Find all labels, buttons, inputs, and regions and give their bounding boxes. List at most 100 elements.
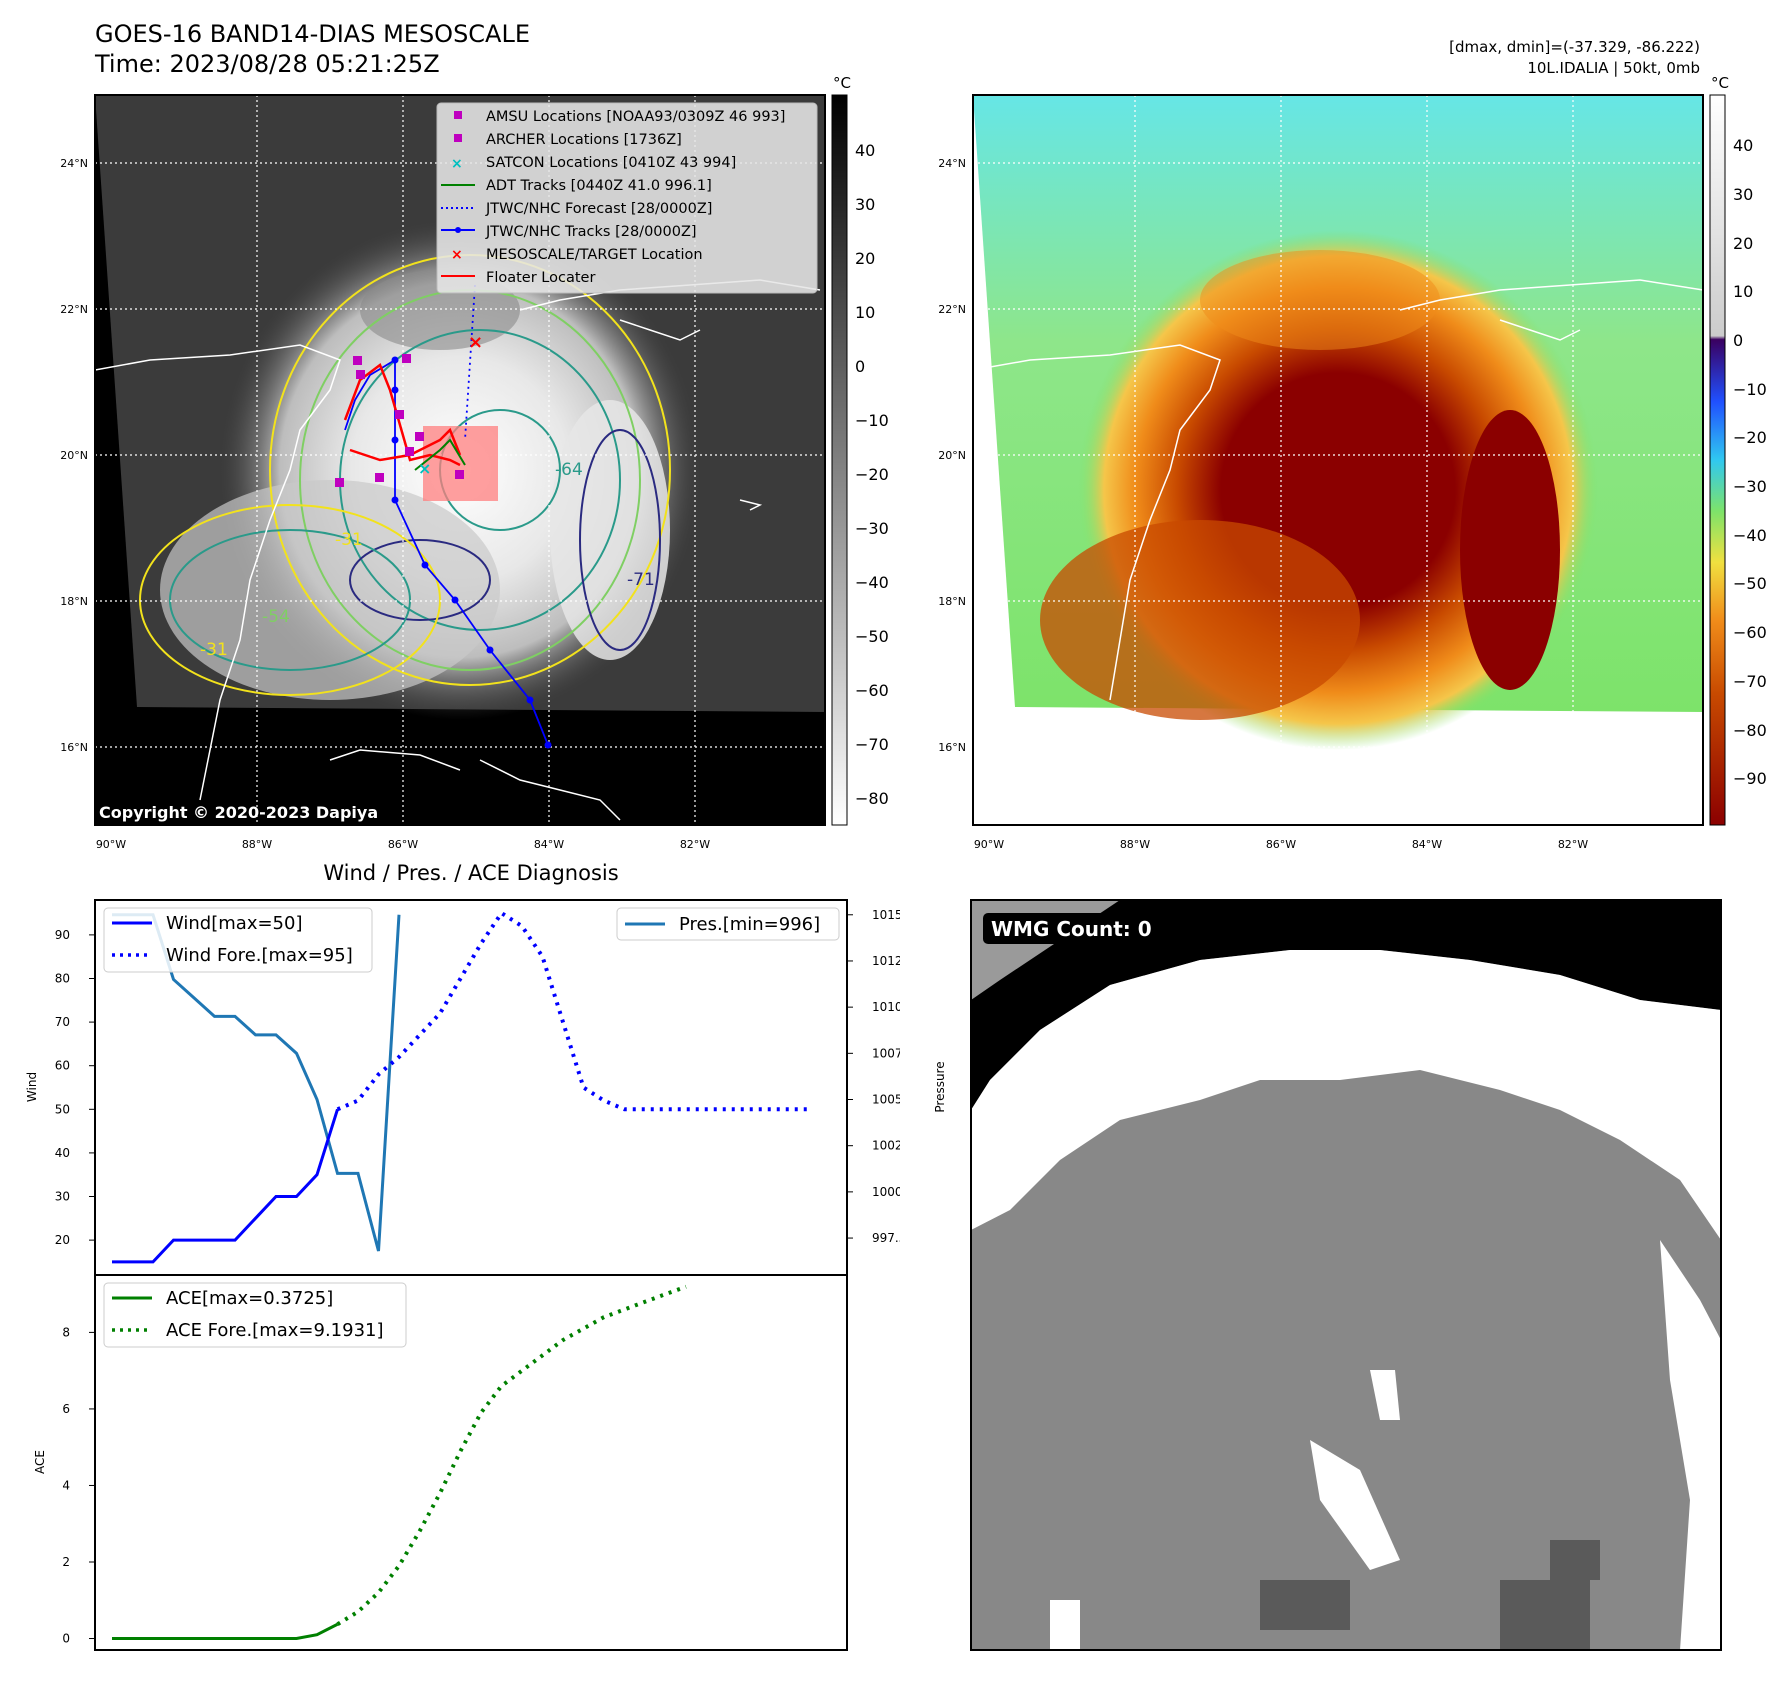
colorbar-tick: −50 bbox=[855, 627, 889, 646]
legend-label: SATCON Locations [0410Z 43 994] bbox=[486, 155, 736, 171]
contour-label: -31 bbox=[200, 640, 228, 660]
legend-label: AMSU Locations [NOAA93/0309Z 46 993] bbox=[486, 109, 785, 125]
ace-tick-label: 6 bbox=[62, 1402, 70, 1416]
ace-axes bbox=[94, 1274, 848, 1651]
colorbar-tick: 30 bbox=[855, 195, 875, 214]
colorbar-tick: 0 bbox=[1733, 331, 1743, 350]
ir-grayscale-map: × × -64 -31 -54 -31 -71 Copyright © 2020… bbox=[60, 74, 889, 851]
colorbar-tick: −70 bbox=[855, 735, 889, 754]
mesoscale-target-box bbox=[423, 426, 498, 501]
colorbar-tick: −50 bbox=[1733, 574, 1767, 593]
wind-fore-line bbox=[336, 910, 809, 1112]
lon-label: 88°W bbox=[1120, 838, 1150, 851]
legend-label: MESOSCALE/TARGET Location bbox=[486, 247, 703, 263]
colorbar-tick: −40 bbox=[855, 573, 889, 592]
legend-label: JTWC/NHC Tracks [28/0000Z] bbox=[485, 224, 697, 240]
target-marker-icon: × bbox=[451, 247, 463, 263]
legend-label: ARCHER Locations [1736Z] bbox=[486, 132, 682, 148]
colorbar-tick: 30 bbox=[1733, 185, 1753, 204]
colorbar-tick: −60 bbox=[855, 681, 889, 700]
lon-label: 84°W bbox=[1412, 838, 1442, 851]
lat-label: 18°N bbox=[60, 595, 88, 608]
wmg-count-label: WMG Count: 0 bbox=[991, 917, 1152, 941]
colorbar-tick: −90 bbox=[1733, 769, 1767, 788]
wmg-ylabel: Pressure bbox=[933, 1061, 947, 1112]
storm-info-text: 10L.IDALIA | 50kt, 0mb bbox=[1527, 59, 1700, 77]
lat-label: 20°N bbox=[938, 449, 966, 462]
lat-label: 18°N bbox=[938, 595, 966, 608]
map-legend: × × AMSU Locations [NOAA93/0309Z 46 993]… bbox=[436, 102, 818, 294]
lat-label: 22°N bbox=[938, 303, 966, 316]
wind-tick-label: 90 bbox=[55, 928, 70, 942]
colorbar-tick: −80 bbox=[1733, 721, 1767, 740]
wind-tick-label: 70 bbox=[55, 1015, 70, 1029]
copyright-text: Copyright © 2020-2023 Dapiya bbox=[99, 803, 378, 822]
svg-text:×: × bbox=[418, 459, 431, 478]
ace-legend: ACE[max=0.3725] ACE Fore.[max=9.1931] bbox=[103, 1282, 407, 1348]
colorbar-tick: 10 bbox=[1733, 282, 1753, 301]
legend-label: Wind Fore.[max=95] bbox=[166, 945, 353, 966]
diagnosis-title: Wind / Pres. / ACE Diagnosis bbox=[323, 861, 618, 885]
ir-color-map: 24°N 22°N 20°N 18°N 16°N 90°W 88°W 86°W … bbox=[938, 74, 1767, 851]
colorbar-tick: −70 bbox=[1733, 672, 1767, 691]
colorbar-tick: 40 bbox=[1733, 136, 1753, 155]
satcon-marker-icon: × bbox=[451, 156, 463, 172]
wmg-panel: WMG Count: 0 Pressure bbox=[933, 899, 1722, 1651]
colorbar-tick: −60 bbox=[1733, 623, 1767, 642]
ace-tick-label: 0 bbox=[62, 1632, 70, 1646]
wind-tick-label: 30 bbox=[55, 1190, 70, 1204]
pres-tick-label: 1005.0 bbox=[872, 1093, 900, 1107]
colorbar-unit: °C bbox=[1711, 74, 1729, 92]
ace-tick-label: 2 bbox=[62, 1555, 70, 1569]
lon-label: 90°W bbox=[974, 838, 1004, 851]
lat-label: 20°N bbox=[60, 449, 88, 462]
dmax-dmin-text: [dmax, dmin]=(-37.329, -86.222) bbox=[1449, 38, 1700, 56]
pres-tick-label: 1010.0 bbox=[872, 1000, 900, 1014]
aceline bbox=[112, 1622, 339, 1641]
wind-legend: Wind[max=50] Wind Fore.[max=95] bbox=[103, 907, 373, 973]
pres-tick-label: 997.5 bbox=[872, 1231, 900, 1245]
legend-label: ACE Fore.[max=9.1931] bbox=[166, 1320, 384, 1341]
gray-colorbar bbox=[831, 94, 848, 826]
legend-label: ACE[max=0.3725] bbox=[166, 1288, 333, 1309]
colorbar-tick: −30 bbox=[1733, 477, 1767, 496]
lon-label: 84°W bbox=[534, 838, 564, 851]
adt-track-line bbox=[414, 438, 466, 471]
colorbar-tick: 10 bbox=[855, 303, 875, 322]
svg-text:×: × bbox=[468, 332, 483, 353]
ace-tick-label: 4 bbox=[62, 1478, 70, 1492]
wind-tick-label: 60 bbox=[55, 1059, 70, 1073]
figure-time: Time: 2023/08/28 05:21:25Z bbox=[95, 50, 440, 78]
windline bbox=[112, 1108, 339, 1264]
lon-label: 86°W bbox=[388, 838, 418, 851]
colorbar-unit: °C bbox=[833, 74, 851, 92]
colorbar-tick: −20 bbox=[855, 465, 889, 484]
colorbar-tick: −30 bbox=[855, 519, 889, 538]
wind-tick-label: 50 bbox=[55, 1102, 70, 1116]
colorbar-tick: −80 bbox=[855, 789, 889, 808]
colorbar-tick: 0 bbox=[855, 357, 865, 376]
jtwc-forecast-line bbox=[464, 284, 476, 441]
lon-label: 90°W bbox=[96, 838, 126, 851]
lon-label: 86°W bbox=[1266, 838, 1296, 851]
wind-tick-label: 40 bbox=[55, 1146, 70, 1160]
lat-label: 16°N bbox=[938, 741, 966, 754]
ace-tick-label: 8 bbox=[62, 1325, 70, 1339]
ace-ylabel: ACE bbox=[33, 1450, 47, 1474]
wind-tick-label: 20 bbox=[55, 1233, 70, 1247]
legend-label: JTWC/NHC Forecast [28/0000Z] bbox=[485, 201, 712, 217]
lat-label: 24°N bbox=[60, 157, 88, 170]
colorbar-tick: −40 bbox=[1733, 526, 1767, 545]
color-colorbar bbox=[1709, 94, 1726, 826]
lon-label: 88°W bbox=[242, 838, 272, 851]
contour-label: -54 bbox=[262, 607, 290, 627]
archer-marker-icon bbox=[454, 134, 462, 142]
pres-tick-label: 1002.5 bbox=[872, 1139, 900, 1153]
lon-label: 82°W bbox=[1558, 838, 1588, 851]
pres-tick-label: 1007.5 bbox=[872, 1046, 900, 1060]
legend-label: Pres.[min=996] bbox=[679, 914, 820, 935]
colorbar-tick: −20 bbox=[1733, 428, 1767, 447]
legend-label: Wind[max=50] bbox=[166, 913, 303, 934]
figure-title: GOES-16 BAND14-DIAS MESOSCALE bbox=[95, 20, 531, 48]
pres-legend: Pres.[min=996] bbox=[616, 907, 840, 941]
